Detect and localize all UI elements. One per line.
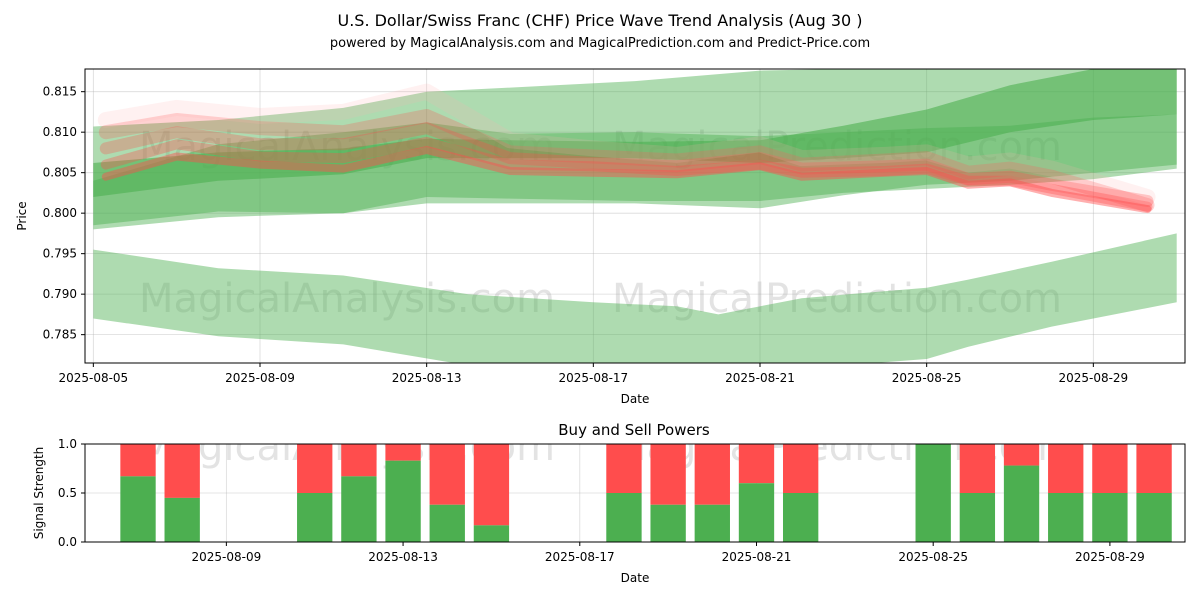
top-x-tick-label: 2025-08-29	[1058, 371, 1128, 385]
sell-power-bar	[694, 444, 730, 505]
top-y-tick-label: 0.790	[43, 287, 77, 301]
buy-power-bar	[385, 460, 421, 542]
top-x-tick-label: 2025-08-09	[225, 371, 295, 385]
top-x-tick-label: 2025-08-21	[725, 371, 795, 385]
sell-power-bar	[959, 444, 996, 493]
buy-power-bar	[650, 504, 686, 542]
price-panel: MagicalAnalysis.com MagicalPrediction.com…	[15, 68, 1186, 406]
sell-power-bar	[1136, 444, 1172, 493]
sell-power-bar	[606, 444, 642, 493]
red-wave-line	[100, 136, 1153, 212]
bottom-y-tick-label: 0.0	[58, 535, 77, 549]
sell-power-bar	[473, 444, 510, 526]
top-x-tick-label: 2025-08-25	[892, 371, 962, 385]
buy-power-bar	[1003, 465, 1040, 542]
buy-power-bar	[297, 493, 333, 542]
top-y-tick-label: 0.800	[43, 206, 77, 220]
buy-power-bar	[738, 483, 775, 542]
bottom-x-tick-label: 2025-08-25	[898, 550, 968, 564]
green-trend-band	[93, 69, 1177, 197]
sell-power-bar	[120, 444, 156, 477]
bottom-y-axis-label: Signal Strength	[32, 447, 46, 540]
price-plot-area: MagicalAnalysis.com MagicalPrediction.com…	[93, 69, 1177, 363]
buy-power-bar	[694, 504, 730, 542]
red-wave-line	[98, 109, 1155, 213]
top-x-tick-label: 2025-08-05	[58, 371, 128, 385]
sell-power-bar	[385, 444, 421, 461]
bottom-x-tick-label: 2025-08-17	[545, 550, 615, 564]
sell-power-bar	[1003, 444, 1040, 466]
green-trend-band	[93, 233, 1177, 363]
chart-subtitle: powered by MagicalAnalysis.com and Magic…	[330, 36, 870, 51]
sell-power-bar	[297, 444, 333, 493]
chart-title: U.S. Dollar/Swiss Franc (CHF) Price Wave…	[337, 11, 862, 30]
bottom-x-tick-label: 2025-08-21	[722, 550, 792, 564]
watermark-text: MagicalAnalysis.com	[139, 276, 555, 322]
bottom-y-tick-label: 0.5	[58, 486, 77, 500]
red-wave-line	[97, 83, 1156, 205]
bottom-x-tick-label: 2025-08-09	[191, 550, 261, 564]
bottom-x-tick-label: 2025-08-29	[1075, 550, 1145, 564]
top-x-axis-label: Date	[621, 392, 650, 406]
red-wave-line	[101, 146, 1152, 214]
top-x-tick-label: 2025-08-13	[392, 371, 462, 385]
buy-power-bar	[429, 504, 465, 542]
top-y-tick-label: 0.805	[43, 166, 77, 180]
bottom-chart-title: Buy and Sell Powers	[558, 421, 710, 439]
top-y-tick-label: 0.785	[43, 328, 77, 342]
buy-power-bar	[473, 525, 510, 542]
buy-power-bar	[606, 493, 642, 542]
top-x-tick-label: 2025-08-17	[558, 371, 628, 385]
sell-power-bar	[341, 444, 377, 477]
sell-power-bar	[650, 444, 686, 505]
sell-power-bar	[429, 444, 465, 505]
red-wave-line	[99, 122, 1154, 207]
buy-power-bar	[341, 476, 377, 542]
bottom-x-tick-label: 2025-08-13	[368, 550, 438, 564]
buy-power-bar	[915, 444, 951, 542]
signal-panel: MagicalAnalysis.comMagicalPrediction.com…	[32, 437, 1186, 585]
buy-power-bar	[1092, 493, 1128, 542]
watermark-text: MagicalPrediction.com	[612, 276, 1062, 322]
top-y-tick-label: 0.795	[43, 247, 77, 261]
buy-power-bar	[782, 493, 819, 542]
sell-power-bar	[738, 444, 775, 484]
sell-power-bar	[1092, 444, 1128, 493]
top-y-tick-label: 0.810	[43, 125, 77, 139]
top-y-tick-label: 0.815	[43, 85, 77, 99]
buy-power-bar	[1048, 493, 1084, 542]
bottom-y-tick-label: 1.0	[58, 437, 77, 451]
sell-power-bar	[164, 444, 200, 498]
buy-power-bar	[120, 476, 156, 542]
buy-power-bar	[164, 497, 200, 542]
price-plot-frame	[84, 68, 1186, 364]
sell-power-bar	[782, 444, 819, 493]
bottom-x-axis-label: Date	[621, 571, 650, 585]
top-y-axis-label: Price	[15, 201, 29, 230]
buy-power-bar	[959, 493, 996, 542]
sell-power-bar	[1048, 444, 1084, 493]
buy-power-bar	[1136, 493, 1172, 542]
